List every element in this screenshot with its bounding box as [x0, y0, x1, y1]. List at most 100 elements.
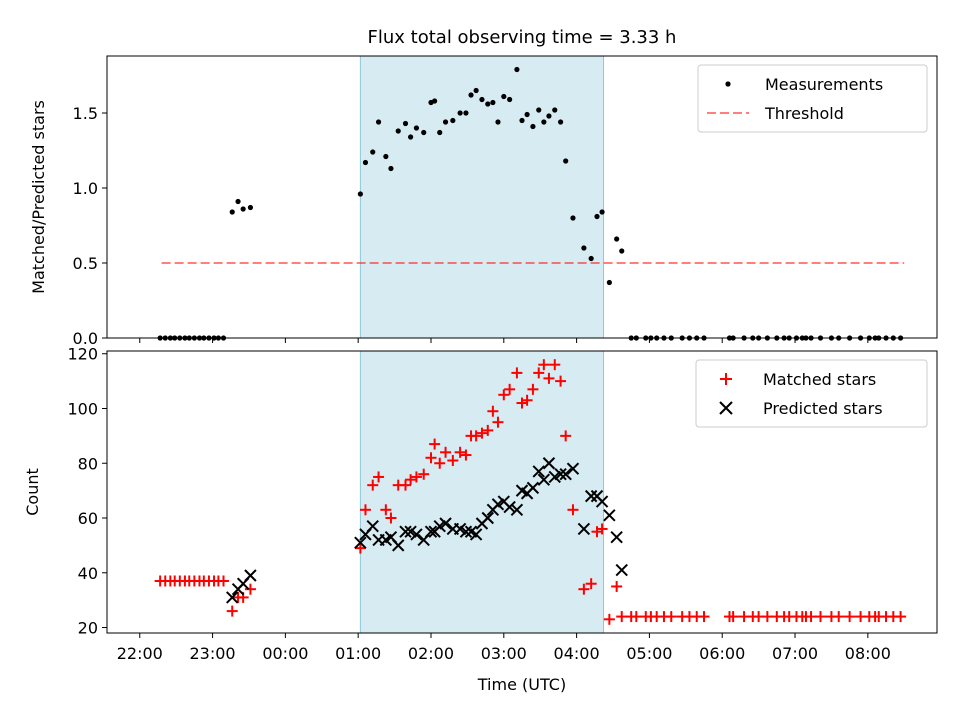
matched-star-point [727, 611, 739, 623]
chart-title: Flux total observing time = 3.33 h [368, 27, 677, 48]
bottom-y-axis-label: Count [23, 468, 42, 516]
matched-star-point [400, 479, 412, 491]
bottom-x-tick-label: 03:00 [481, 644, 527, 663]
matched-star-point [460, 449, 472, 461]
measurement-point [463, 110, 469, 116]
matched-star-point [560, 430, 572, 442]
matched-star-point [578, 583, 590, 595]
predicted-star-point [481, 511, 494, 525]
matched-star-point [585, 578, 597, 590]
measurement-point [413, 125, 420, 131]
matched-star-point [476, 427, 488, 439]
measurement-point [619, 248, 625, 254]
matched-star-point [511, 367, 523, 379]
matched-star-point [367, 479, 379, 491]
measurement-point [437, 129, 443, 136]
measurement-point [229, 209, 235, 215]
bottom-y-axis: 20 40 60 80 100 120 [67, 345, 107, 638]
matched-star-point [538, 359, 550, 371]
measurement-point [557, 119, 564, 125]
predicted-star-point [410, 528, 423, 541]
x-axis-label: Time (UTC) [477, 675, 566, 694]
predicted-star-point [566, 462, 580, 475]
bottom-x-tick-label: 22:00 [117, 644, 163, 663]
top-y-tick-label: 0.5 [73, 254, 98, 273]
top-y-axis-label: Matched/Predicted stars [29, 100, 48, 294]
predicted-star-point [532, 465, 545, 478]
top-legend: Measurements Threshold [697, 64, 928, 133]
bottom-y-tick-label: 120 [67, 345, 98, 364]
measurement-point [588, 255, 594, 262]
measurement-point [570, 215, 576, 221]
bottom-y-tick-label: 80 [78, 454, 98, 473]
matched-star-point [487, 405, 499, 417]
measurement-point [606, 279, 612, 286]
measurement-point [541, 119, 547, 125]
measurement-point [501, 93, 507, 100]
measurement-point [536, 107, 542, 113]
measurement-point [594, 213, 600, 220]
bottom-highlight-span [359, 350, 605, 634]
measurement-point [240, 206, 246, 212]
matched-star-point [410, 471, 422, 483]
predicted-star-point [469, 528, 483, 541]
measurement-point [247, 204, 254, 211]
bottom-y-tick-label: 40 [78, 564, 98, 583]
matched-star-point [418, 468, 430, 480]
measurement-point [370, 149, 376, 155]
measurement-point [530, 123, 536, 130]
predicted-star-point [392, 539, 405, 552]
matched-star-point [380, 504, 392, 516]
top-highlight-span [359, 55, 605, 339]
measurement-point [614, 236, 620, 242]
legend-matched-marker [720, 373, 732, 385]
matched-star-point [630, 611, 642, 623]
measurement-point [375, 119, 382, 125]
bottom-plot-frame [106, 350, 938, 634]
legend-predicted-label: Predicted stars [763, 399, 883, 418]
predicted-star-point [615, 563, 628, 577]
matched-star-point [498, 389, 510, 401]
predicted-star-point [503, 500, 516, 514]
matched-star-point [616, 611, 628, 623]
matched-star-point [555, 375, 567, 387]
legend-measurements-label: Measurements [765, 75, 883, 94]
matched-star-point [611, 580, 623, 592]
predicted-star-point [610, 530, 623, 544]
matched-star-point [895, 611, 907, 623]
top-y-axis: 0.0 0.5 1.0 1.5 [73, 104, 107, 348]
matched-star-point [354, 542, 366, 554]
predicted-star-point [354, 536, 367, 549]
predicted-star-point [559, 467, 572, 481]
matched-star-point [440, 446, 452, 458]
matched-star-point [429, 438, 441, 450]
predicted-star-point [595, 495, 609, 508]
matched-star-point [665, 611, 677, 623]
legend-matched-label: Matched stars [763, 370, 876, 389]
predicted-star-point [439, 517, 452, 530]
matched-star-point [470, 430, 482, 442]
predicted-star-point [537, 473, 551, 486]
top-plot-frame [106, 55, 938, 339]
measurement-point [362, 159, 369, 166]
bottom-y-tick-label: 20 [78, 619, 98, 638]
predicted-stars-points [226, 457, 628, 604]
matched-star-point [698, 611, 710, 623]
measurement-point [235, 198, 241, 205]
bottom-y-tick-label: 100 [67, 399, 98, 418]
predicted-star-point [244, 569, 257, 582]
matched-star-point [359, 504, 371, 516]
matched-star-point [761, 611, 773, 623]
predicted-star-point [542, 457, 556, 470]
measurement-point [383, 153, 389, 160]
measurement-point [408, 134, 414, 140]
matched-star-point [567, 504, 579, 516]
bottom-x-tick-label: 05:00 [626, 644, 672, 663]
matched-star-point [492, 416, 504, 428]
top-y-tick-label: 1.5 [73, 104, 98, 123]
matched-star-point [815, 611, 827, 623]
predicted-star-point [510, 503, 524, 517]
bottom-x-tick-label: 00:00 [262, 644, 308, 663]
bottom-legend: Matched stars Predicted stars [695, 359, 928, 428]
